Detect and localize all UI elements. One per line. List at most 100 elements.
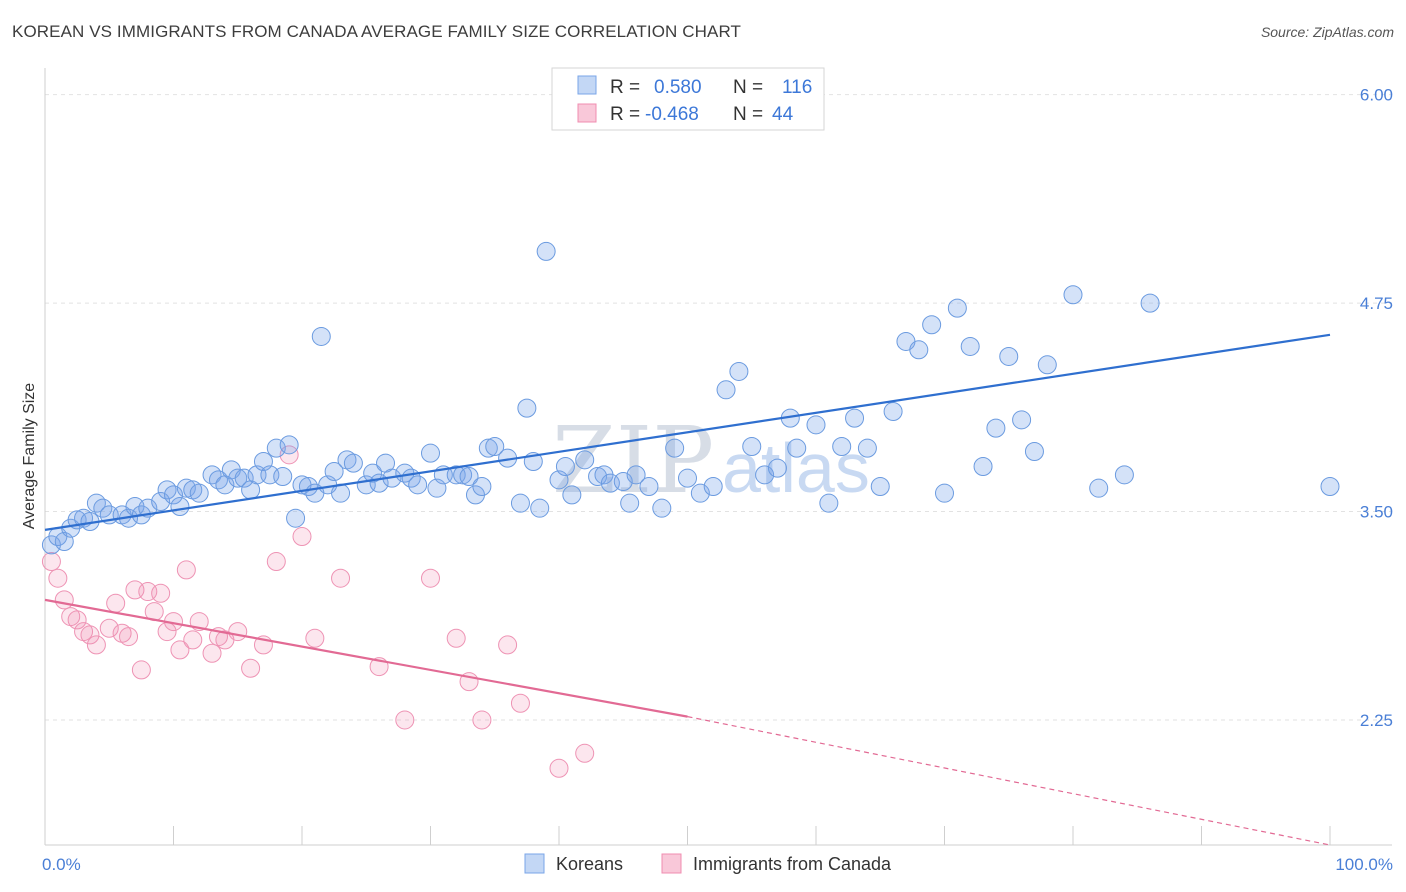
korean-point [947,298,967,318]
korean-point [787,438,807,458]
korean-point [279,435,299,455]
korean-point [1012,410,1032,430]
canada-point [106,593,126,613]
x-tick-labels: 0.0% 100.0% [42,855,1393,874]
canada-point [421,568,440,588]
korean-point [1089,478,1109,498]
korean-point [883,401,903,421]
korean-point [999,346,1019,366]
korean-point [459,467,479,487]
canada-point [48,568,68,588]
canada-point [131,660,151,680]
legend-r-label: R = [610,77,640,98]
korean-point [510,493,530,513]
korean-point [620,493,640,513]
korean-point [202,465,222,485]
canada-point [305,628,325,648]
korean-point [845,408,865,428]
canada-point [241,658,261,678]
y-tick-label: 6.00 [1360,86,1393,105]
series-koreans-points [41,241,1340,555]
korean-point [189,483,209,503]
canada-point [510,693,530,713]
canada-point [446,628,466,648]
korean-point [935,483,954,503]
korean-point [767,458,787,478]
korean-point [86,493,106,513]
korean-point [170,497,190,517]
trend-lines [44,333,1331,846]
korean-point [986,418,1006,438]
canada-point [575,743,595,763]
korean-point [555,457,575,477]
korean-point [157,480,177,500]
y-tick-label: 3.50 [1360,503,1393,522]
korean-point [485,436,505,456]
korean-point [286,508,306,528]
korean-point [343,453,363,473]
korean-point [1140,293,1160,313]
korean-point [208,470,228,490]
x-tick-label: 100.0% [1335,855,1393,874]
korean-point [1063,285,1083,305]
canada-point [170,640,190,660]
legend-n-value: 44 [772,104,794,125]
korean-point [652,498,672,518]
korean-point [234,468,254,488]
canada-point [119,627,139,647]
y-tick-label: 2.25 [1360,711,1393,730]
korean-point [575,450,595,470]
watermark-zip: ZIP [552,407,714,514]
canada-point [86,635,106,655]
korean-point [324,462,344,482]
korean-point [665,438,685,458]
korean-point [832,436,852,456]
y-tick-labels: 6.00 4.75 3.50 2.25 [1360,86,1393,730]
legend-swatch-canada [577,103,597,123]
korean-point [472,477,492,497]
canada-point [228,622,248,642]
korean-point [678,468,697,488]
korean-point [1320,477,1340,497]
canada-point [99,618,119,638]
bottom-legend-label-koreans: Koreans [556,854,623,874]
canada-point [67,610,87,630]
series-legend: Koreans Immigrants from Canada [524,853,892,874]
korean-point [639,477,659,497]
legend-n-value: 116 [782,77,812,98]
korean-point [266,438,286,458]
legend-n-label: N = [733,104,763,125]
canada-point [54,590,74,610]
canada-point [292,527,312,547]
canada-point [395,710,415,730]
canada-point [498,635,518,655]
series-canada-points [41,445,595,778]
korean-point [273,467,293,487]
korean-point [408,475,428,495]
korean-point [421,443,440,463]
canada-point [202,643,222,663]
korean-point [311,326,331,346]
korean-point [530,498,550,518]
korean-point [960,336,980,356]
bottom-legend-label-canada: Immigrants from Canada [693,854,892,874]
korean-point [626,465,646,485]
korean-point [478,438,498,458]
legend-n-label: N = [733,77,763,98]
canada-point [331,568,351,588]
grid-lines [45,94,1392,721]
korean-point [909,340,929,360]
canada-point [183,630,203,650]
korean-point [716,380,736,400]
legend-r-value: 0.580 [654,77,702,98]
canada-point [80,625,100,645]
canada-point [549,758,569,778]
korean-point [228,468,248,488]
korean-point [517,398,537,418]
korean-point [1114,465,1134,485]
korean-point [703,477,723,497]
canada-point [151,583,171,603]
canada-point [41,552,61,572]
canada-trend-extension [687,716,1331,846]
